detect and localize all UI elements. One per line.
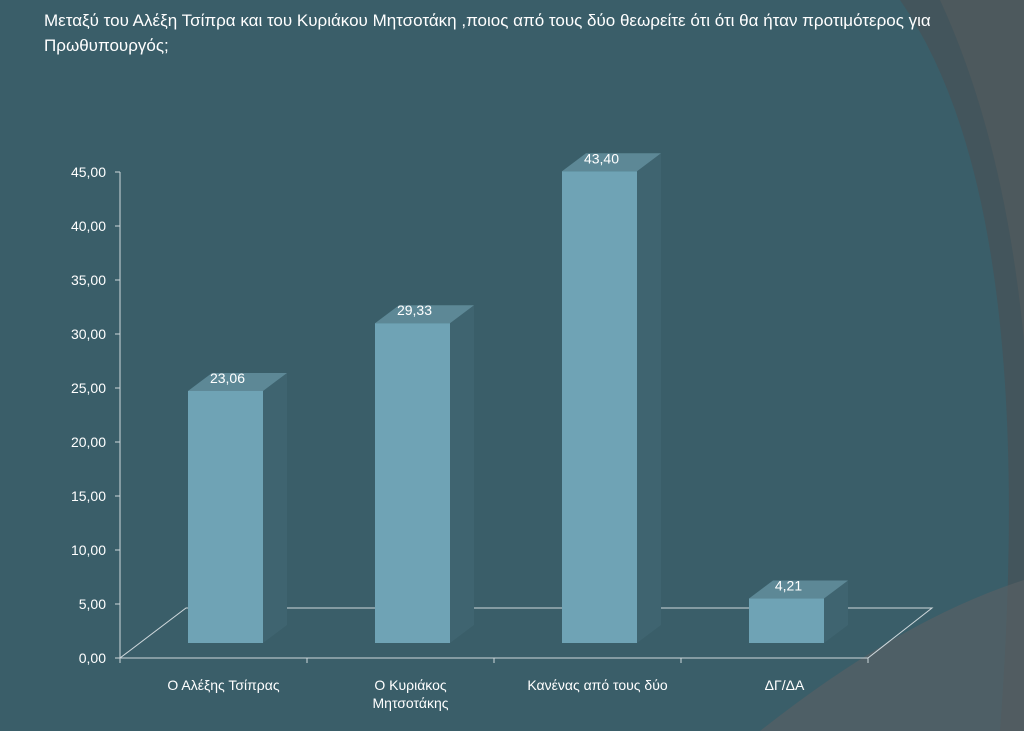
data-label: 23,06	[210, 370, 245, 386]
y-tick-label: 20,00	[71, 434, 106, 450]
category-label: Ο Κυριάκος	[374, 677, 447, 693]
y-tick-label: 0,00	[79, 650, 106, 666]
y-tick-label: 15,00	[71, 488, 106, 504]
y-tick-label: 30,00	[71, 326, 106, 342]
bar-side	[824, 580, 848, 643]
y-tick-label: 10,00	[71, 542, 106, 558]
y-tick-label: 40,00	[71, 218, 106, 234]
bar-side	[450, 305, 474, 643]
bar-top	[749, 580, 848, 599]
category-label: Ο Αλέξης Τσίπρας	[167, 677, 280, 693]
category-label: ΔΓ/ΔΑ	[765, 677, 805, 693]
bar	[562, 171, 637, 643]
category-label: Μητσοτάκης	[373, 695, 449, 711]
bar-side	[263, 372, 287, 643]
y-tick-label: 5,00	[79, 596, 106, 612]
bar-side	[637, 153, 661, 643]
data-label: 43,40	[584, 150, 619, 166]
bar-top	[188, 372, 287, 391]
data-label: 4,21	[775, 578, 802, 594]
y-tick-label: 25,00	[71, 380, 106, 396]
bar-top	[375, 305, 474, 324]
bar	[188, 390, 263, 643]
chart-title: Μεταξύ του Αλέξη Τσίπρα και του Κυριάκου…	[44, 11, 931, 55]
data-label: 29,33	[397, 302, 432, 318]
bar	[375, 323, 450, 643]
bar-top	[562, 153, 661, 172]
y-tick-label: 35,00	[71, 272, 106, 288]
bar	[749, 598, 824, 643]
category-label: Κανένας από τους δύο	[527, 677, 668, 693]
y-tick-label: 45,00	[71, 164, 106, 180]
